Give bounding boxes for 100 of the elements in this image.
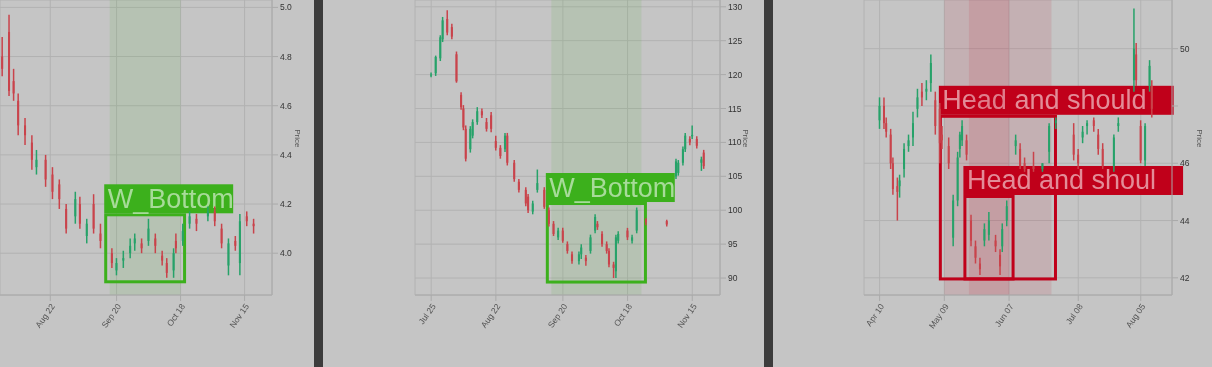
candlestick <box>674 157 678 180</box>
candlestick <box>626 227 629 241</box>
candlestick <box>1 36 4 77</box>
candlestick <box>129 237 132 259</box>
candlestick <box>1148 59 1151 93</box>
candlestick <box>234 235 237 252</box>
candlestick <box>195 213 198 232</box>
candlestick <box>172 247 175 279</box>
candlestick <box>154 232 157 254</box>
candlestick <box>965 133 968 162</box>
y-tick-label: 125 <box>728 35 743 46</box>
y-tick-label: 4.0 <box>280 248 293 259</box>
y-tick-label: 95 <box>728 239 738 250</box>
candlestick <box>878 96 881 130</box>
y-tick-label: 50 <box>1180 43 1190 54</box>
candlestick <box>115 257 118 277</box>
x-tick-label: Sep 20 <box>99 301 124 330</box>
candlestick <box>983 222 986 248</box>
candlestick <box>161 250 164 267</box>
x-tick-label: Sep 20 <box>545 301 570 330</box>
y-tick-label: 4.2 <box>280 199 293 210</box>
y-tick-label: 4.8 <box>280 51 293 62</box>
y-tick-label: 130 <box>728 1 743 12</box>
candlestick <box>434 54 437 77</box>
y-tick-label: 120 <box>728 69 743 80</box>
candlestick <box>503 132 507 153</box>
candlestick <box>44 154 47 188</box>
candlestick <box>635 206 638 235</box>
candlestick <box>903 142 906 179</box>
candlestick <box>612 261 615 279</box>
candlestick <box>536 168 539 194</box>
candlestick <box>147 218 150 247</box>
candlestick <box>907 133 910 153</box>
candlestick <box>974 239 977 265</box>
y-tick-label: 110 <box>728 137 742 148</box>
candlestick <box>1005 199 1008 228</box>
x-tick-label: Jun 07 <box>992 301 1016 329</box>
candlestick <box>99 222 102 250</box>
band-label: Head and should <box>942 85 1147 116</box>
y-tick-label: 4.6 <box>280 100 293 111</box>
candlestick <box>896 176 899 222</box>
candlestick <box>490 111 493 133</box>
candlestick <box>1077 148 1080 170</box>
x-tick-label: Oct 18 <box>611 301 635 329</box>
y-axis-title: Price <box>1195 129 1205 149</box>
candlestick <box>24 117 27 146</box>
candlestick <box>140 237 143 254</box>
y-axis-title: Price <box>741 129 751 149</box>
candlestick <box>30 134 33 171</box>
y-tick-label: 44 <box>1180 215 1190 226</box>
candlestick <box>1086 119 1089 136</box>
candlestick <box>51 166 54 200</box>
candlestick <box>547 206 550 228</box>
candlestick <box>1097 128 1100 156</box>
candlestick <box>566 240 569 255</box>
candlestick <box>1072 122 1075 162</box>
candlestick <box>543 186 546 210</box>
candlestick <box>1001 222 1004 253</box>
candlestick <box>934 90 937 136</box>
candlestick <box>929 53 932 93</box>
candlestick <box>65 203 68 235</box>
candlestick <box>1014 133 1017 156</box>
candlestick <box>446 9 449 37</box>
x-tick-label: Jul 25 <box>416 301 438 327</box>
y-tick-label: 105 <box>728 171 743 182</box>
band-label: Head and shoul <box>966 165 1157 196</box>
candlestick <box>513 159 516 183</box>
candlestick <box>552 220 555 237</box>
x-tick-label: Apr 10 <box>863 301 887 329</box>
y-tick-label: 42 <box>1180 272 1190 283</box>
x-tick-label: Nov 15 <box>675 301 700 330</box>
candlestick <box>911 110 914 147</box>
candlestick <box>85 218 88 245</box>
candlestick <box>702 149 705 170</box>
candlestick <box>589 233 592 255</box>
candlestick <box>947 136 950 170</box>
candlestick <box>181 222 184 247</box>
y-tick-label: 4.4 <box>280 149 293 160</box>
y-tick-label: 115 <box>728 103 742 114</box>
candlestick <box>499 144 502 160</box>
y-tick-label: 5.0 <box>280 2 293 13</box>
candlestick <box>92 193 95 235</box>
candlestick <box>165 257 168 279</box>
candlestick <box>1054 116 1057 130</box>
y-tick-label: 100 <box>728 205 743 216</box>
candlestick <box>1101 142 1104 170</box>
candlestick <box>1139 119 1142 164</box>
candlestick <box>677 159 680 177</box>
x-tick-label: Jul 08 <box>1063 301 1085 327</box>
candlestick <box>916 88 919 119</box>
candlestick <box>227 237 230 277</box>
candlestick <box>987 211 990 242</box>
candlestick <box>220 222 223 250</box>
candlestick <box>970 214 973 248</box>
candlestick <box>1019 142 1022 170</box>
y-tick-label: 46 <box>1180 158 1190 169</box>
candlestick <box>485 117 488 133</box>
y-tick-label: 90 <box>728 273 738 284</box>
y-axis-title: Price <box>293 129 303 149</box>
x-tick-label: Nov 15 <box>227 301 252 330</box>
